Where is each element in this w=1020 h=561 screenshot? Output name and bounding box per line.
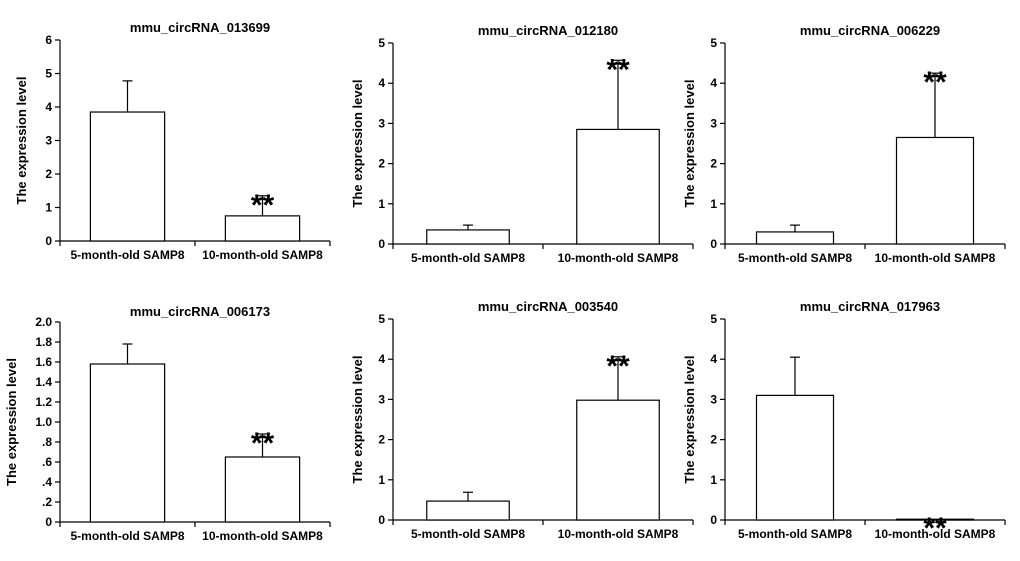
y-tick-label: 1.6 (35, 355, 52, 369)
bar (895, 136, 975, 245)
y-tick-label: 1.4 (35, 375, 52, 389)
y-tick-label: 4 (378, 76, 385, 90)
y-tick-label: 1 (710, 473, 717, 487)
chart-title: mmu_circRNA_003540 (478, 299, 618, 314)
chart-panel: mmu_circRNA_012180 The expression level 0 1… (350, 23, 694, 265)
y-tick-label: 4 (710, 76, 717, 90)
y-tick-label: .2 (42, 495, 52, 509)
bar (576, 128, 660, 245)
y-tick-label: 2 (710, 433, 717, 447)
y-tick-label: 2 (378, 433, 385, 447)
y-axis-label: The expression level (350, 80, 365, 208)
bar (755, 231, 835, 245)
chart-panel: mmu_circRNA_017963 The expression level 0 1… (682, 299, 1006, 545)
y-tick-label: 1 (45, 201, 52, 215)
y-axis-label: The expression level (682, 356, 697, 484)
y-tick-label: 3 (378, 116, 385, 130)
x-category-label: 5-month-old SAMP8 (71, 529, 185, 543)
chart-panel: mmu_circRNA_006229 The expression level 0 1… (682, 23, 1006, 265)
y-tick-label: .4 (42, 475, 52, 489)
y-axis-label: The expression level (350, 356, 365, 484)
y-tick-label: 6 (45, 33, 52, 47)
chart-title: mmu_circRNA_013699 (130, 20, 270, 35)
bar (89, 111, 166, 242)
x-category-label: 10-month-old SAMP8 (558, 527, 679, 541)
chart-title: mmu_circRNA_006173 (130, 304, 270, 319)
y-tick-label: 3 (710, 392, 717, 406)
y-tick-label: 2.0 (35, 315, 52, 329)
y-tick-label: 5 (710, 36, 717, 50)
x-category-label: 5-month-old SAMP8 (411, 527, 525, 541)
y-tick-label: 3 (45, 134, 52, 148)
y-axis-label: The expression level (14, 77, 29, 205)
y-tick-label: 0 (45, 515, 52, 529)
y-tick-label: 4 (710, 352, 717, 366)
y-tick-label: 5 (45, 67, 52, 81)
y-tick-label: 5 (378, 36, 385, 50)
y-tick-label: 0 (378, 237, 385, 251)
y-tick-label: .8 (42, 435, 52, 449)
x-category-label: 5-month-old SAMP8 (71, 248, 185, 262)
bar (426, 229, 510, 245)
bar (89, 363, 166, 523)
chart-title: mmu_circRNA_006229 (800, 23, 940, 38)
y-tick-label: 4 (378, 352, 385, 366)
chart-panel: mmu_circRNA_003540 The expression level 0 1… (350, 299, 694, 541)
y-tick-label: 0 (710, 513, 717, 527)
bar (755, 394, 835, 521)
y-tick-label: 1 (378, 197, 385, 211)
y-tick-label: 2 (378, 157, 385, 171)
x-category-label: 10-month-old SAMP8 (558, 251, 679, 265)
significance-marker: ** (606, 350, 630, 383)
y-tick-label: 1.8 (35, 335, 52, 349)
significance-marker: ** (251, 189, 275, 222)
x-category-label: 10-month-old SAMP8 (202, 248, 323, 262)
x-category-label: 5-month-old SAMP8 (738, 251, 852, 265)
chart-panel: mmu_circRNA_013699 The expression level 0 1… (14, 20, 331, 262)
y-tick-label: 2 (45, 167, 52, 181)
y-axis-label: The expression level (4, 358, 19, 486)
x-category-label: 5-month-old SAMP8 (738, 527, 852, 541)
y-tick-label: 1 (710, 197, 717, 211)
y-tick-label: 2 (710, 157, 717, 171)
y-tick-label: 1 (378, 473, 385, 487)
bar (224, 456, 301, 523)
y-tick-label: 4 (45, 100, 52, 114)
y-tick-label: 0 (710, 237, 717, 251)
x-category-label: 10-month-old SAMP8 (875, 251, 996, 265)
y-tick-label: 0 (378, 513, 385, 527)
chart-panel: mmu_circRNA_006173 The expression level 0.… (4, 304, 331, 543)
y-tick-label: 3 (378, 392, 385, 406)
x-category-label: 10-month-old SAMP8 (202, 529, 323, 543)
bar (224, 215, 301, 242)
y-tick-label: 0 (45, 234, 52, 248)
significance-marker: ** (923, 66, 947, 99)
y-tick-label: 3 (710, 116, 717, 130)
bar (895, 518, 975, 521)
y-tick-label: 5 (710, 312, 717, 326)
significance-marker: ** (251, 427, 275, 460)
chart-title: mmu_circRNA_017963 (800, 299, 940, 314)
bar (576, 399, 660, 521)
x-category-label: 5-month-old SAMP8 (411, 251, 525, 265)
y-tick-label: 1.0 (35, 415, 52, 429)
y-axis-label: The expression level (682, 80, 697, 208)
y-tick-label: 1.2 (35, 395, 52, 409)
y-tick-label: 5 (378, 312, 385, 326)
x-category-label: 10-month-old SAMP8 (875, 527, 996, 541)
bar (426, 500, 510, 521)
chart-title: mmu_circRNA_012180 (478, 23, 618, 38)
y-tick-label: .6 (42, 455, 52, 469)
significance-marker: ** (606, 53, 630, 86)
significance-marker: ** (923, 512, 947, 545)
